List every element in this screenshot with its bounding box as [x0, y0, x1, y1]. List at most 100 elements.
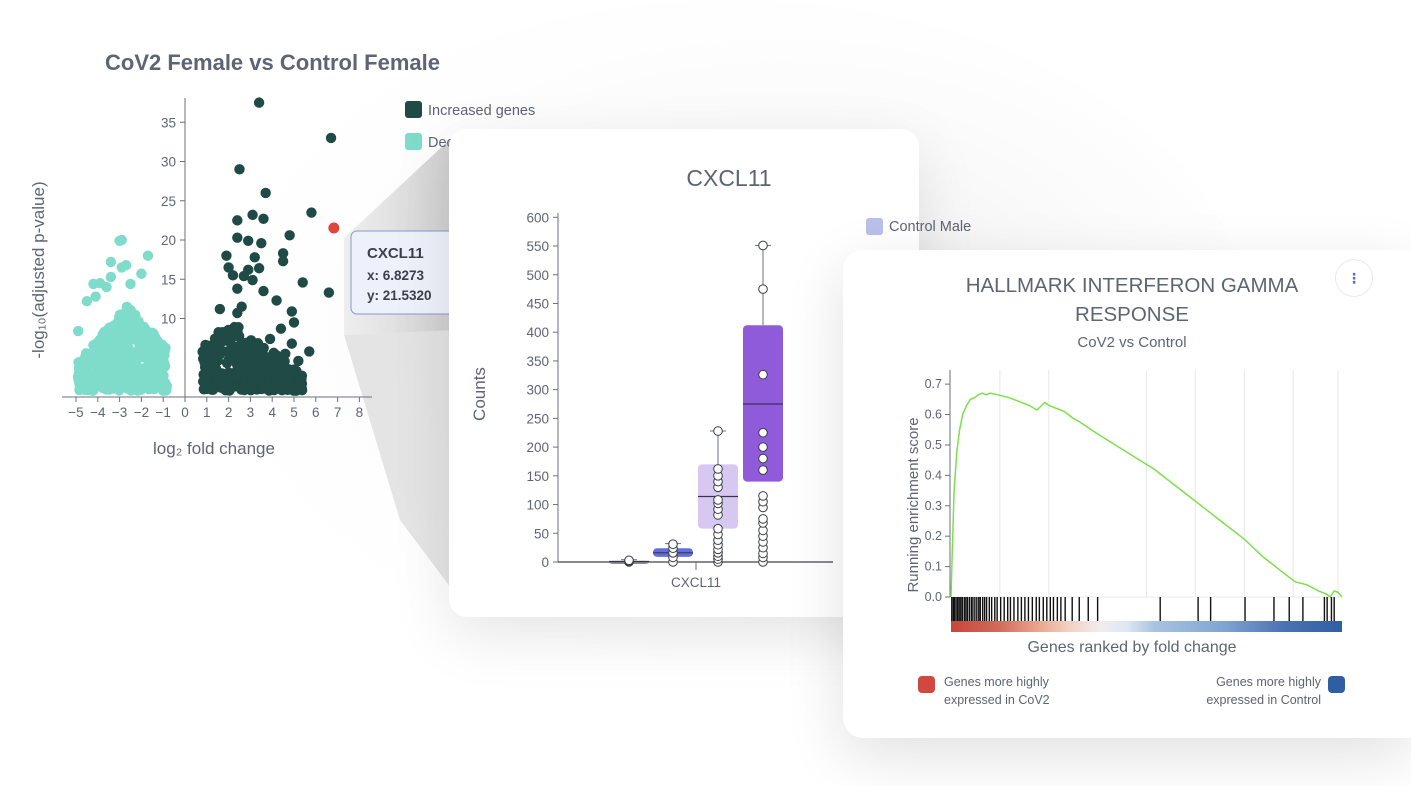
decreased-gene-point	[136, 268, 147, 279]
gene-hit-ticks	[951, 597, 1335, 621]
increased-gene-point	[253, 368, 264, 379]
decreased-gene-point	[143, 383, 155, 395]
decreased-gene-point	[125, 278, 136, 290]
legend-swatch-cov2	[918, 676, 935, 693]
increased-gene-point	[293, 376, 304, 387]
box-data-point	[713, 426, 723, 436]
box-data-point	[758, 284, 768, 294]
legend-control-line1: Genes more highly	[1216, 675, 1321, 689]
increased-gene-point	[227, 270, 239, 281]
box-data-point	[758, 514, 768, 524]
gsea-title-line1: HALLMARK INTERFERON GAMMA	[966, 274, 1299, 297]
increased-gene-point	[306, 207, 317, 218]
volcano-x-tick-label: −5	[68, 405, 83, 420]
volcano-x-tick-label: 6	[312, 405, 320, 420]
gsea-subtitle: CoV2 vs Control	[1077, 334, 1186, 351]
decreased-gene-point	[114, 368, 125, 379]
increased-gene-point	[258, 383, 270, 394]
gsea-y-tick-label: 0.0	[925, 590, 942, 604]
boxplot-x-tick: CXCL11	[671, 575, 721, 590]
volcano-points	[72, 97, 340, 396]
decreased-gene-point	[138, 321, 149, 333]
increased-gene-point	[280, 348, 291, 360]
boxplot-y-tick-label: 100	[526, 498, 549, 513]
increased-gene-point	[245, 380, 256, 392]
boxplot-y-tick-label: 600	[526, 210, 549, 225]
gsea-card	[843, 250, 1411, 738]
decreased-gene-point	[101, 281, 112, 293]
volcano-y-tick-label: 10	[161, 312, 176, 327]
increased-gene-point	[304, 346, 315, 357]
boxplot-legend: Control Male	[866, 218, 971, 235]
increased-gene-point	[247, 274, 258, 286]
volcano-x-tick-label: 2	[225, 405, 233, 420]
boxplot-y-tick-label: 150	[526, 469, 549, 484]
increased-gene-point	[214, 303, 226, 315]
volcano-x-tick-label: −1	[155, 405, 170, 420]
increased-gene-point	[260, 187, 271, 199]
increased-gene-point	[280, 367, 291, 378]
decreased-gene-point	[116, 353, 128, 364]
legend-swatch-control-male	[866, 218, 883, 235]
increased-gene-point	[238, 270, 250, 282]
decreased-gene-point	[95, 377, 106, 388]
gsea-y-tick-label: 0.4	[925, 468, 942, 482]
boxplot-boxes	[609, 240, 783, 567]
decreased-gene-point	[116, 262, 127, 273]
tooltip-x: x: 6.8273	[367, 268, 425, 283]
decreased-gene-point	[104, 359, 116, 370]
highlighted-gene-point[interactable]	[328, 222, 340, 234]
decreased-gene-point	[81, 296, 93, 307]
increased-gene-point	[293, 355, 304, 367]
decreased-gene-point	[104, 384, 115, 395]
gsea-x-label: Genes ranked by fold change	[1027, 639, 1236, 656]
box-group	[743, 240, 783, 567]
boxplot-card	[449, 129, 919, 617]
legend-label-control-male: Control Male	[889, 219, 971, 235]
increased-gene-point	[245, 341, 256, 352]
box-group	[653, 539, 693, 567]
increased-gene-point	[288, 364, 300, 375]
more-vertical-icon[interactable]: ⋮	[1336, 260, 1372, 296]
gsea-y-tick-label: 0.7	[925, 377, 942, 391]
decreased-gene-point	[128, 365, 140, 376]
increased-gene-point	[212, 342, 223, 353]
increased-gene-point	[323, 287, 335, 298]
increased-gene-point	[232, 215, 243, 226]
gsea-y-tick-label: 0.3	[925, 499, 942, 513]
increased-gene-point	[223, 262, 234, 273]
increased-gene-point	[275, 377, 287, 388]
legend-swatch-increased	[405, 101, 422, 118]
volcano-x-tick-label: 8	[356, 405, 364, 420]
increased-gene-point	[243, 235, 254, 246]
boxplot-y-tick-label: 450	[526, 296, 549, 311]
legend-label-control: Genes more highly expressed in Control	[1170, 673, 1321, 709]
volcano-x-tick-label: 7	[334, 405, 342, 420]
decreased-gene-point	[90, 291, 101, 302]
legend-control-line2: expressed in Control	[1206, 693, 1321, 707]
boxplot-title: CXCL11	[686, 165, 771, 191]
volcano-x-tick-label: −4	[90, 405, 106, 420]
increased-gene-point	[231, 345, 243, 356]
increased-gene-point	[251, 353, 263, 364]
decreased-gene-point	[142, 250, 154, 261]
increased-gene-point	[264, 333, 276, 345]
box-data-point	[624, 555, 634, 566]
increased-gene-point	[258, 213, 269, 225]
box-data-point	[758, 427, 768, 438]
volcano-x-tick-label: −2	[134, 405, 149, 420]
boxplot-y-label: Counts	[470, 367, 489, 421]
fold-change-gradient	[951, 621, 1342, 632]
decreased-gene-point	[124, 305, 135, 317]
decreased-gene-point	[121, 344, 133, 355]
increased-gene-point	[221, 250, 232, 261]
gsea-title-line2: RESPONSE	[1075, 303, 1189, 326]
increased-gene-point	[270, 350, 282, 361]
decreased-gene-point	[107, 332, 118, 343]
volcano-x-tick-label: 1	[203, 405, 211, 420]
boxplot-y-tick-label: 50	[534, 526, 549, 541]
increased-gene-point	[231, 371, 242, 383]
